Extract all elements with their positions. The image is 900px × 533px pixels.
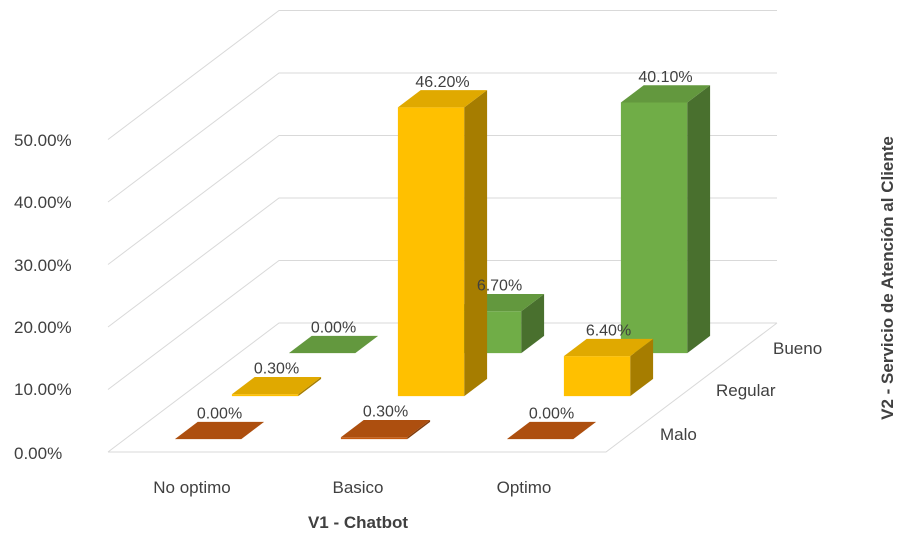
bar-front-face: [397, 107, 465, 397]
gridlines: [107, 10, 778, 453]
bar-side-face: [407, 420, 431, 440]
bar-side-face: [521, 294, 545, 354]
bar-top-face: [288, 335, 379, 354]
bar: [288, 335, 379, 354]
data-label: 46.20%: [415, 74, 469, 91]
bar-side-face: [630, 338, 654, 397]
data-label: 0.00%: [311, 320, 356, 337]
x-category-label: No optimo: [153, 478, 230, 497]
data-label: 0.00%: [197, 406, 242, 423]
bar-front-face: [620, 102, 688, 354]
x-category-label: Basico: [332, 478, 383, 497]
x-category-label: Optimo: [497, 478, 552, 497]
y-tick-label: 50.00%: [14, 131, 72, 150]
bar: [340, 420, 431, 440]
gridline: [107, 197, 777, 328]
x-axis-title: V1 - Chatbot: [308, 513, 408, 532]
bar-top-face: [506, 421, 597, 440]
y-tick-label: 30.00%: [14, 256, 72, 275]
y-axis-ticks: 0.00% 10.00% 20.00% 30.00% 40.00% 50.00%: [14, 131, 72, 463]
bar-top-face: [231, 377, 322, 395]
data-label: 6.40%: [586, 323, 631, 340]
series-label: Regular: [716, 381, 776, 400]
z-axis-series-labels: Malo Regular Bueno: [660, 339, 822, 444]
data-labels: 0.00% 6.70% 40.10% 0.30% 46.20% 6.40% 0.00% 0.3…: [197, 69, 693, 423]
series-label: Bueno: [773, 339, 822, 358]
bar-top-face: [563, 338, 654, 357]
bar-top-face: [340, 420, 431, 438]
gridline: [107, 322, 777, 453]
y-tick-label: 0.00%: [14, 444, 62, 463]
bar: [231, 377, 322, 397]
bar-top-face: [620, 85, 711, 103]
bar-front-face: [231, 394, 299, 397]
data-label: 6.70%: [477, 278, 522, 295]
gridline: [107, 135, 777, 265]
data-label: 40.10%: [638, 69, 692, 86]
bar: [620, 85, 711, 354]
gridline: [107, 72, 777, 203]
bar: [174, 421, 265, 440]
bar-side-face: [687, 85, 711, 354]
bars: [174, 85, 711, 440]
gridline: [107, 260, 777, 390]
bar: [506, 421, 597, 440]
z-axis-title: V2 - Servicio de Atención al Cliente: [878, 136, 897, 420]
x-axis-categories: No optimo Basico Optimo: [153, 478, 551, 497]
floor-edge: [108, 322, 778, 453]
series-label: Malo: [660, 425, 697, 444]
bar: [397, 90, 488, 397]
y-tick-label: 40.00%: [14, 193, 72, 212]
bar-top-face: [174, 421, 265, 440]
data-label: 0.00%: [529, 406, 574, 423]
y-tick-label: 10.00%: [14, 380, 72, 399]
bar-front-face: [340, 437, 408, 440]
data-label: 0.30%: [363, 404, 408, 421]
bar-front-face: [563, 356, 631, 397]
bar-side-face: [298, 377, 322, 397]
y-tick-label: 20.00%: [14, 318, 72, 337]
data-label: 0.30%: [254, 361, 299, 378]
bar: [563, 338, 654, 397]
bar-top-face: [397, 90, 488, 108]
bar-side-face: [464, 90, 488, 397]
gridline: [107, 10, 777, 140]
